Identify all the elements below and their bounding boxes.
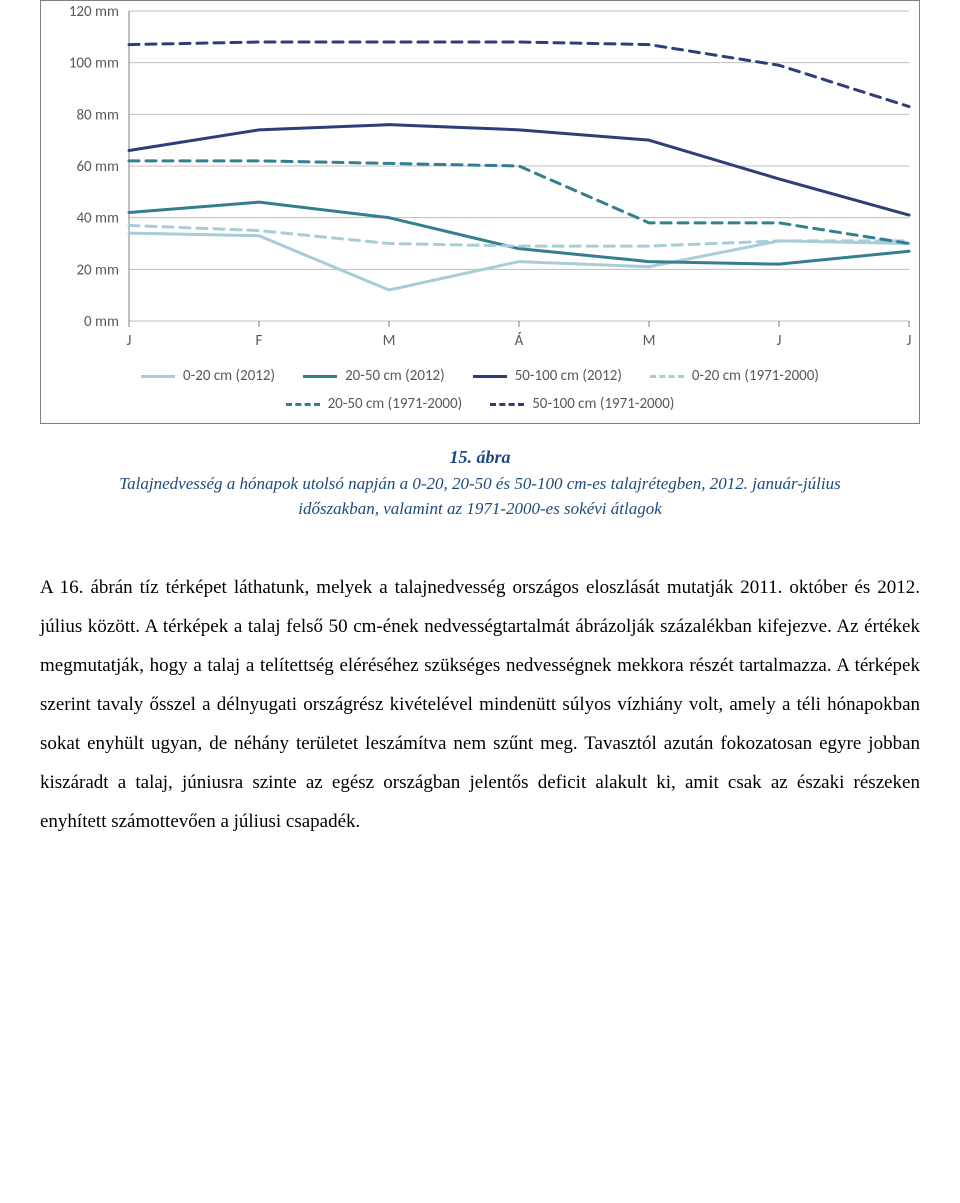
chart-svg: 0 mm 20 mm 40 mm 60 mm 80 mm 100 mm 120 mm J F M Á… (41, 1, 919, 361)
legend-item-s6: 50-100 cm (1971-2000) (490, 395, 674, 413)
legend-item-s3: 50-100 cm (2012) (473, 367, 622, 385)
svg-text:F: F (256, 332, 263, 350)
legend-label: 0-20 cm (2012) (183, 367, 275, 385)
svg-text:J: J (907, 332, 912, 350)
chart-legend: 0-20 cm (2012) 20-50 cm (2012) 50-100 cm (… (41, 361, 919, 413)
svg-text:80 mm: 80 mm (76, 106, 119, 124)
legend-item-s4: 0-20 cm (1971-2000) (650, 367, 819, 385)
legend-item-s1: 0-20 cm (2012) (141, 367, 275, 385)
legend-label: 0-20 cm (1971-2000) (692, 367, 819, 385)
svg-text:Á: Á (515, 332, 524, 350)
svg-text:100 mm: 100 mm (69, 55, 119, 73)
legend-swatch (141, 375, 175, 378)
svg-text:40 mm: 40 mm (76, 210, 119, 228)
legend-label: 50-100 cm (1971-2000) (532, 395, 674, 413)
legend-label: 20-50 cm (1971-2000) (328, 395, 463, 413)
svg-text:0 mm: 0 mm (84, 313, 119, 331)
legend-label: 20-50 cm (2012) (345, 367, 445, 385)
figure-number: 15. ábra (80, 444, 880, 470)
figure-caption: 15. ábra Talajnedvesség a hónapok utolsó… (80, 444, 880, 521)
svg-text:M: M (383, 332, 396, 350)
legend-item-s5: 20-50 cm (1971-2000) (286, 395, 463, 413)
figure-caption-text: Talajnedvesség a hónapok utolsó napján a… (119, 474, 840, 518)
legend-item-s2: 20-50 cm (2012) (303, 367, 445, 385)
svg-text:M: M (643, 332, 656, 350)
svg-text:J: J (127, 332, 132, 350)
legend-swatch (490, 403, 524, 406)
legend-swatch (650, 375, 684, 378)
svg-text:60 mm: 60 mm (76, 158, 119, 176)
svg-text:J: J (777, 332, 782, 350)
legend-label: 50-100 cm (2012) (515, 367, 622, 385)
body-paragraph: A 16. ábrán tíz térképet láthatunk, mely… (40, 569, 920, 842)
legend-swatch (473, 375, 507, 378)
svg-text:20 mm: 20 mm (76, 261, 119, 279)
soil-moisture-chart: 0 mm 20 mm 40 mm 60 mm 80 mm 100 mm 120 mm J F M Á… (40, 0, 920, 424)
legend-swatch (303, 375, 337, 378)
legend-swatch (286, 403, 320, 406)
svg-text:120 mm: 120 mm (69, 3, 119, 21)
